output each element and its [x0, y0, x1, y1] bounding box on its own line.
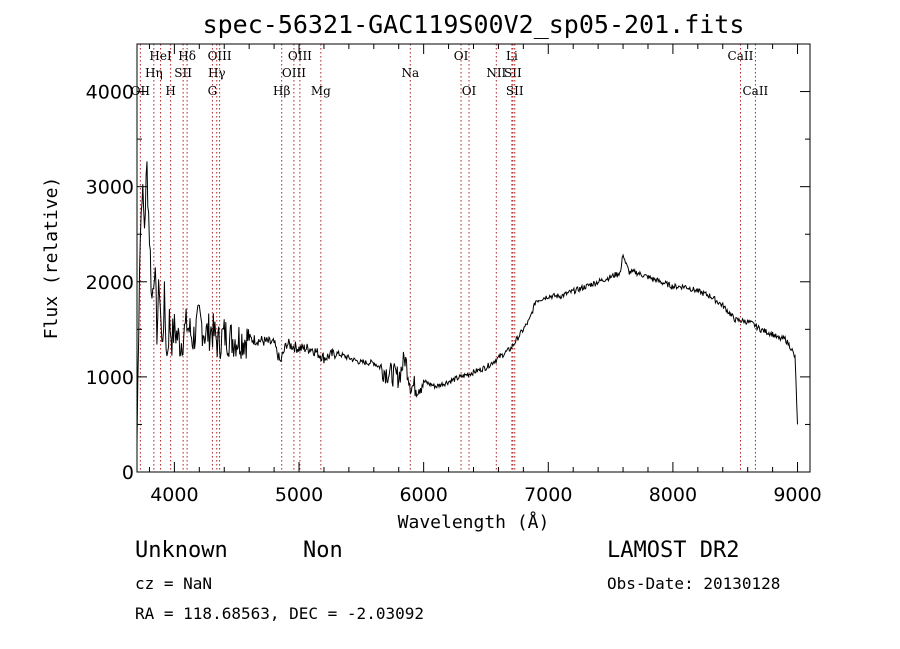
y-tick-label: 1000	[86, 367, 134, 389]
x-tick-label: 6000	[399, 484, 447, 506]
reference-line-label: SII	[506, 84, 524, 98]
obs-date-label: Obs-Date: 20130128	[607, 574, 781, 593]
reference-line-label: G	[208, 84, 218, 98]
y-tick-label: 2000	[86, 272, 134, 294]
reference-line-label: SII	[174, 66, 192, 80]
spectrum-line	[136, 161, 798, 444]
x-axis-label: Wavelength (Å)	[398, 511, 550, 533]
reference-line-label: OIII	[282, 66, 306, 80]
reference-line-label: OI	[454, 49, 469, 63]
y-tick-label: 4000	[86, 82, 134, 104]
chart-title: spec-56321-GAC119S00V2_sp05-201.fits	[203, 10, 745, 39]
y-tick-label: 0	[122, 462, 134, 484]
reference-line-label: OIII	[208, 49, 232, 63]
x-tick-label: 7000	[524, 484, 572, 506]
redshift-label: cz = NaN	[135, 574, 213, 593]
y-axis-label: Flux (relative)	[41, 177, 62, 340]
coordinates-label: RA = 118.68563, DEC = -2.03092	[135, 604, 424, 623]
reference-line-label: Hδ	[178, 49, 196, 63]
reference-line-label: Mg	[311, 84, 331, 98]
reference-line-label: Hγ	[208, 66, 226, 80]
reference-line-label: Hβ	[273, 84, 290, 98]
reference-line-label: SII	[504, 66, 522, 80]
reference-line-label: Hη	[145, 66, 163, 80]
object-class-label: Unknown	[135, 538, 228, 563]
reference-line-label: HeI	[149, 49, 172, 63]
reference-line-label: Li	[506, 49, 518, 63]
survey-label: LAMOST DR2	[607, 538, 740, 563]
x-tick-label: 9000	[773, 484, 821, 506]
reference-line-label: NII	[486, 66, 506, 80]
reference-line-label: OII	[131, 84, 151, 98]
reference-line-label: H	[165, 84, 175, 98]
y-tick-label: 3000	[86, 177, 134, 199]
object-subclass-label: Non	[303, 538, 343, 563]
x-tick-label: 4000	[150, 484, 198, 506]
reference-line-label: OIII	[288, 49, 312, 63]
reference-line-label: OI	[462, 84, 477, 98]
plot-frame	[136, 43, 811, 473]
reference-line-label: Na	[401, 66, 419, 80]
reference-line-label: CaII	[728, 49, 754, 63]
x-tick-label: 8000	[649, 484, 697, 506]
x-tick-label: 5000	[275, 484, 323, 506]
reference-line-label: CaII	[742, 84, 768, 98]
